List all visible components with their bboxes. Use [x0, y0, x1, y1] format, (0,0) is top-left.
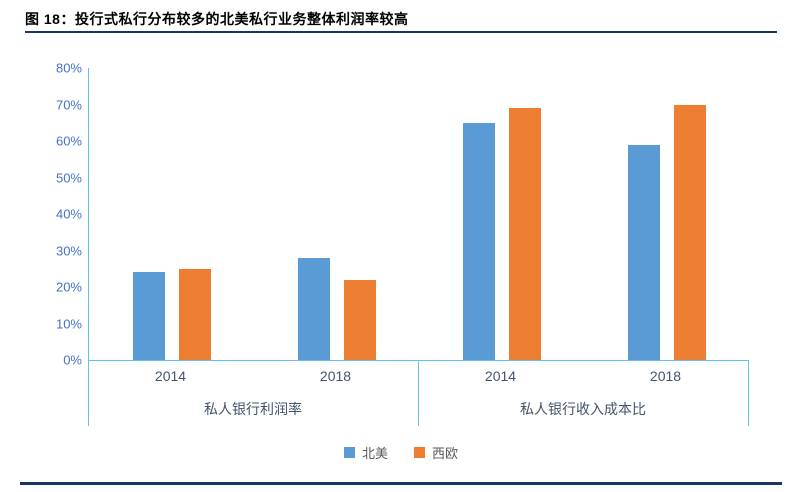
y-tick-label: 40% [55, 206, 82, 222]
legend-swatch [343, 446, 355, 458]
bar-group-4 [584, 68, 749, 360]
category-label: 2014 [154, 368, 187, 384]
category-year-row: 2014 2018 2014 2018 [88, 362, 748, 390]
figure-title: 图 18：投行式私行分布较多的北美私行业务整体利润率较高 [25, 9, 408, 29]
footer-divider [20, 482, 782, 485]
bar [462, 122, 495, 360]
y-tick-label: 30% [55, 243, 82, 258]
y-tick-label: 50% [55, 170, 82, 185]
bar-group-2 [254, 68, 419, 360]
y-tick-label: 0% [63, 352, 82, 368]
bar [343, 279, 376, 360]
bar [627, 144, 660, 360]
bar [178, 268, 211, 360]
group-label: 私人银行收入成本比 [520, 401, 646, 417]
figure-number: 图 18： [25, 11, 75, 27]
bar [673, 104, 706, 360]
legend-label: 北美 [361, 445, 388, 461]
y-tick-label: 80% [55, 60, 82, 76]
legend-item: 北美 [343, 443, 388, 462]
group-label: 私人银行利润率 [204, 401, 302, 417]
plot-area [88, 68, 749, 361]
y-tick-label: 70% [55, 97, 82, 112]
bar-group-1 [89, 68, 254, 360]
axis-separator-left [88, 361, 89, 426]
bar-group-3 [419, 68, 584, 360]
y-tick-label: 20% [55, 279, 82, 295]
category-label: 2018 [649, 368, 682, 384]
axis-separator-right [748, 361, 749, 426]
chart-legend: 北美 西欧 [0, 442, 802, 462]
category-label: 2014 [484, 368, 517, 384]
category-label: 2018 [319, 368, 352, 384]
axis-separator-middle [418, 361, 419, 426]
y-tick-label: 10% [55, 316, 82, 331]
bar [132, 272, 165, 360]
figure-title-text: 投行式私行分布较多的北美私行业务整体利润率较高 [74, 11, 409, 27]
category-group-row: 私人银行利润率 私人银行收入成本比 [88, 392, 748, 426]
y-axis-ticks: 0% 10% 20% 30% 40% 50% 60% 70% 80% [36, 62, 82, 367]
title-divider [25, 31, 777, 33]
bar [297, 257, 330, 360]
legend-label: 西欧 [432, 445, 459, 461]
bar [508, 108, 541, 360]
legend-item: 西欧 [414, 443, 458, 462]
legend-swatch [414, 446, 425, 458]
y-tick-label: 60% [55, 133, 82, 149]
